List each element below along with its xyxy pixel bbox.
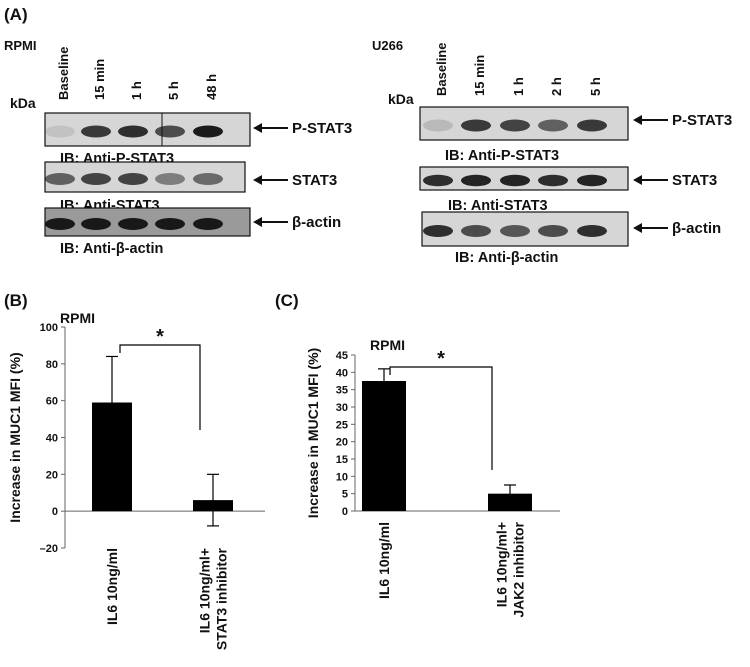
lane-label: Baseline — [56, 47, 71, 100]
y-tick-label: 30 — [336, 402, 348, 414]
y-tick-label: 40 — [336, 367, 348, 379]
blot-target: STAT3 — [292, 172, 337, 189]
blot-target: STAT3 — [672, 172, 717, 189]
significance-star: * — [156, 326, 164, 348]
y-tick-label: 10 — [336, 471, 348, 483]
x-tick-label: JAK2 inhibitor — [511, 521, 527, 617]
arrow-head — [633, 223, 642, 233]
lane-label: 2 h — [549, 77, 564, 96]
blot-target: P-STAT3 — [672, 112, 732, 129]
band — [500, 225, 530, 237]
cell-line: U266 — [372, 38, 403, 53]
arrow-head — [633, 175, 642, 185]
band — [423, 225, 453, 237]
lane-label: 48 h — [204, 74, 219, 100]
band — [81, 173, 111, 185]
y-tick-label: 0 — [52, 506, 58, 518]
band — [538, 174, 568, 187]
arrow-head — [253, 217, 262, 227]
band — [45, 173, 75, 185]
lane-label: 5 h — [166, 81, 181, 100]
lane-label: 15 min — [472, 55, 487, 96]
significance-bracket — [119, 344, 201, 430]
y-axis-label: Increase in MUC1 MFI (%) — [7, 352, 23, 522]
band — [461, 225, 491, 237]
band — [118, 173, 148, 185]
y-tick-label: 45 — [336, 350, 348, 362]
band — [461, 119, 491, 132]
x-tick-label: IL6 10ng/ml — [376, 522, 392, 599]
x-tick-label: IL6 10ng/ml+ — [197, 548, 213, 633]
x-tick-label: STAT3 inhibitor — [214, 547, 230, 650]
blot-target: β-actin — [292, 214, 341, 231]
band — [155, 125, 185, 138]
band — [155, 218, 185, 230]
x-tick-label: IL6 10ng/ml+ — [494, 522, 510, 607]
y-tick-label: 35 — [336, 385, 348, 397]
kda-label: kDa — [388, 91, 414, 107]
band — [500, 119, 530, 132]
y-tick-label: 60 — [46, 396, 58, 408]
y-tick-label: 20 — [336, 437, 348, 449]
band — [423, 174, 453, 187]
band — [193, 218, 223, 230]
band — [500, 174, 530, 187]
chart-title: RPMI — [370, 337, 405, 353]
blot-target: P-STAT3 — [292, 120, 352, 137]
band — [81, 218, 111, 230]
cell-line: RPMI — [4, 38, 37, 53]
band — [193, 173, 223, 185]
lane-label: 1 h — [129, 81, 144, 100]
band — [118, 218, 148, 230]
band — [193, 125, 223, 138]
y-tick-label: 0 — [342, 506, 348, 518]
y-tick-label: –20 — [40, 543, 58, 555]
ib-label: IB: Anti-P-STAT3 — [445, 148, 559, 164]
arrow-head — [633, 115, 642, 125]
arrow-head — [253, 175, 262, 185]
arrow-head — [253, 123, 262, 133]
panel-label: (A) — [4, 5, 28, 24]
lane-label: 15 min — [92, 59, 107, 100]
lane-label: 5 h — [588, 77, 603, 96]
ib-label: IB: Anti-STAT3 — [448, 198, 548, 214]
y-tick-label: 25 — [336, 419, 348, 431]
significance-bracket — [389, 366, 493, 470]
y-tick-label: 80 — [46, 359, 58, 371]
y-tick-label: 20 — [46, 469, 58, 481]
blot-target: β-actin — [672, 220, 721, 237]
band — [577, 225, 607, 237]
y-tick-label: 100 — [40, 322, 58, 334]
ib-label: IB: Anti-β-actin — [60, 241, 163, 257]
x-tick-label: IL6 10ng/ml — [104, 548, 120, 625]
band — [45, 125, 75, 138]
y-tick-label: 40 — [46, 433, 58, 445]
kda-label: kDa — [10, 95, 36, 111]
ib-label: IB: Anti-β-actin — [455, 250, 558, 266]
chart-title: RPMI — [60, 310, 95, 326]
significance-star: * — [437, 348, 445, 370]
y-tick-label: 5 — [342, 489, 348, 501]
panel-label: (B) — [4, 291, 28, 310]
band — [118, 125, 148, 138]
band — [538, 119, 568, 132]
y-tick-label: 15 — [336, 454, 348, 466]
band — [45, 218, 75, 230]
band — [577, 174, 607, 187]
band — [538, 225, 568, 237]
band — [81, 125, 111, 138]
bar — [362, 381, 406, 511]
band — [577, 119, 607, 132]
band — [155, 173, 185, 185]
y-axis-label: Increase in MUC1 MFI (%) — [305, 348, 321, 518]
panel-label: (C) — [275, 291, 299, 310]
band — [461, 174, 491, 187]
band — [423, 119, 453, 132]
lane-label: Baseline — [434, 43, 449, 96]
lane-label: 1 h — [511, 77, 526, 96]
